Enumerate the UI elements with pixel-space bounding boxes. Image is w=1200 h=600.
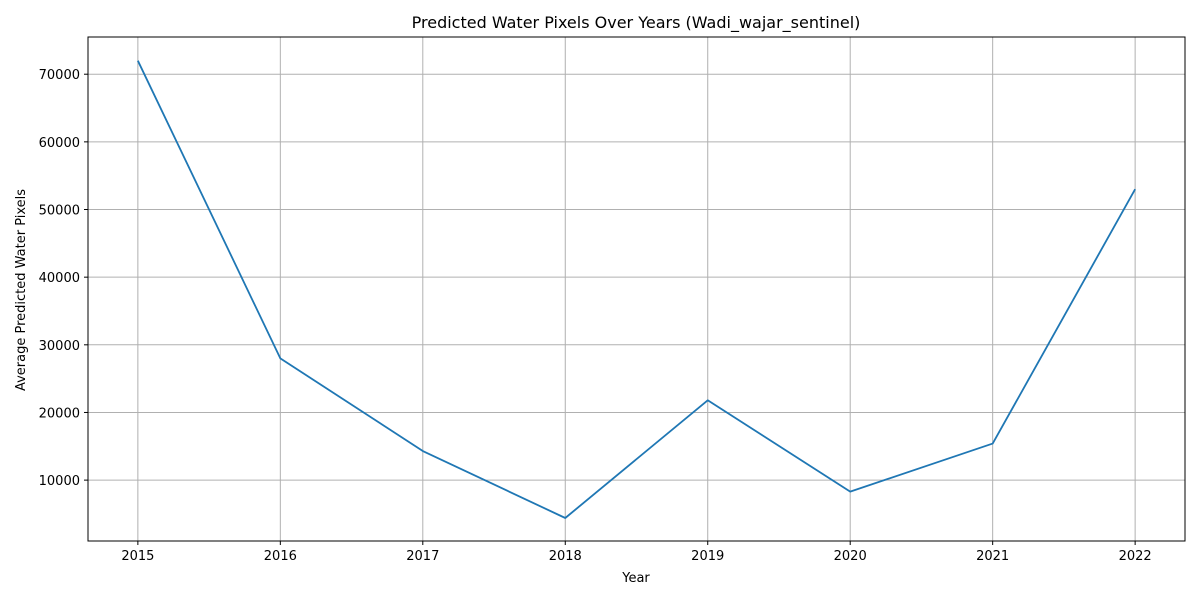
y-tick-label: 30000 xyxy=(39,339,80,354)
x-tick-label: 2015 xyxy=(121,549,154,564)
x-tick-label: 2018 xyxy=(549,549,582,564)
x-tick-label: 2020 xyxy=(834,549,867,564)
y-tick-label: 20000 xyxy=(39,406,80,421)
y-tick-label: 40000 xyxy=(39,271,80,286)
x-tick-label: 2022 xyxy=(1119,549,1152,564)
y-tick-label: 60000 xyxy=(39,136,80,151)
x-axis-label: Year xyxy=(621,571,650,586)
y-tick-label: 50000 xyxy=(39,204,80,219)
x-tick-label: 2016 xyxy=(264,549,297,564)
x-tick-label: 2021 xyxy=(976,549,1009,564)
x-tick-label: 2017 xyxy=(406,549,439,564)
chart-title: Predicted Water Pixels Over Years (Wadi_… xyxy=(412,13,861,33)
y-tick-label: 10000 xyxy=(39,474,80,489)
x-tick-label: 2019 xyxy=(691,549,724,564)
y-tick-label: 70000 xyxy=(39,68,80,83)
y-axis-label: Average Predicted Water Pixels xyxy=(14,189,29,391)
